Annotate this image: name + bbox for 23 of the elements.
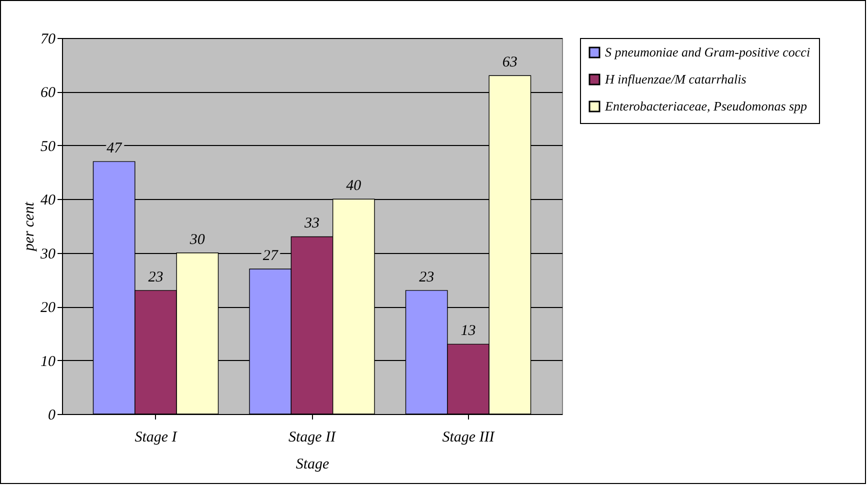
x-tick-label: Stage II xyxy=(288,430,337,446)
legend-label: H influenzae/M catarrhalis xyxy=(604,72,746,86)
y-tick-label: 70 xyxy=(40,32,56,48)
x-tick-label: Stage I xyxy=(134,430,178,446)
y-tick-label: 20 xyxy=(40,300,56,316)
data-label: 23 xyxy=(148,269,164,286)
y-tick-label: 40 xyxy=(40,192,56,209)
x-axis-title: Stage xyxy=(296,456,330,472)
data-label: 63 xyxy=(502,54,518,71)
y-axis-title: per cent xyxy=(22,201,38,252)
y-tick-label: 10 xyxy=(40,354,56,370)
legend-label: Enterobacteriaceae, Pseudomonas spp xyxy=(604,98,808,114)
data-label: 13 xyxy=(460,323,476,340)
legend-label: S pneumoniae and Gram-positive cocci xyxy=(605,44,810,60)
data-label: 33 xyxy=(304,216,320,232)
data-label: 30 xyxy=(188,232,206,248)
y-tick-label: 30 xyxy=(40,246,56,262)
y-tick-label: 50 xyxy=(40,138,56,155)
y-tick-label: 0 xyxy=(48,408,56,424)
data-label: 23 xyxy=(419,269,434,286)
data-label: 40 xyxy=(346,178,362,194)
x-tick-label: Stage III xyxy=(442,430,496,446)
y-tick-label: 60 xyxy=(40,85,56,102)
